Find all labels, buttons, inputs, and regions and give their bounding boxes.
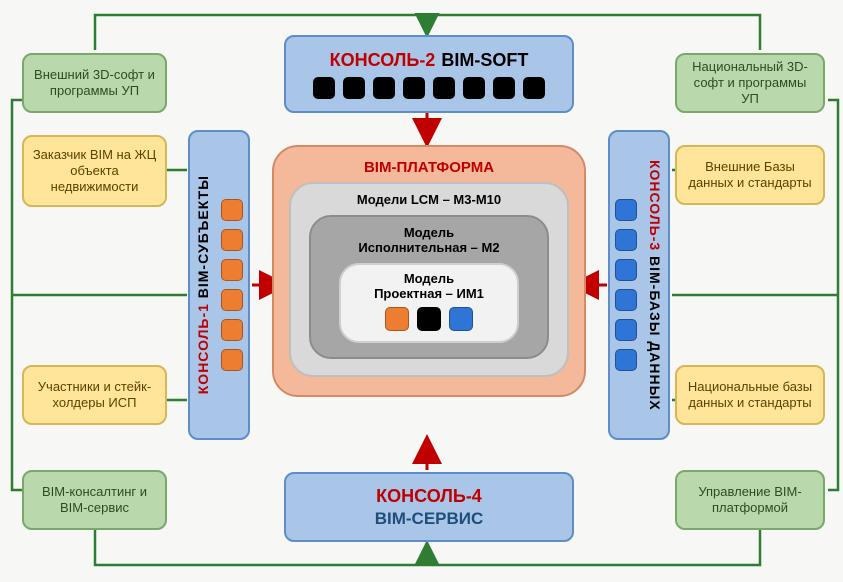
square-icon	[433, 77, 455, 99]
square-icon	[615, 229, 637, 251]
square-icon	[373, 77, 395, 99]
square-icon	[615, 349, 637, 371]
platform-title: BIM-ПЛАТФОРМА	[364, 159, 494, 176]
square-icon	[221, 349, 243, 371]
manage-platform-box: Управление BIM-платформой	[675, 470, 825, 530]
bim-consulting-box: BIM-консалтинг и BIM-сервис	[22, 470, 167, 530]
square-icon	[221, 259, 243, 281]
square-icon	[493, 77, 515, 99]
square-icon	[523, 77, 545, 99]
console-2-title: КОНСОЛЬ-2 BIM-SOFT	[330, 50, 529, 71]
console-3-title: КОНСОЛЬ-3 BIM-БАЗЫ ДАННЫХ	[647, 160, 663, 411]
ext-3d-soft-box: Внешний 3D-софт и программы УП	[22, 53, 167, 113]
m1-squares	[385, 307, 473, 331]
national-3d-soft-box: Национальный 3D-софт и программы УП	[675, 53, 825, 113]
customer-bim-box: Заказчик BIM на ЖЦ объекта недвижимости	[22, 135, 167, 207]
console-4-label-red: КОНСОЛЬ-4	[376, 486, 482, 507]
square-icon	[343, 77, 365, 99]
console-2-label-rest: BIM-SOFT	[441, 50, 528, 71]
m2-layer: Модель Исполнительная – М2 Модель Проект…	[309, 215, 549, 359]
square-icon	[221, 319, 243, 341]
console-3-squares	[615, 199, 637, 371]
square-icon	[221, 229, 243, 251]
console-1-title: КОНСОЛЬ-1 BIM-СУБЪЕКТЫ	[195, 175, 211, 394]
square-icon	[221, 289, 243, 311]
square-icon	[221, 199, 243, 221]
national-db-box: Национальные базы данных и стандарты	[675, 365, 825, 425]
console-2-panel: КОНСОЛЬ-2 BIM-SOFT	[284, 35, 574, 113]
square-icon	[449, 307, 473, 331]
m1-line1: Модель	[404, 271, 454, 286]
m1-layer: Модель Проектная – ИМ1	[339, 263, 519, 343]
m1-line2: Проектная – ИМ1	[374, 286, 484, 301]
console-1-label-red: КОНСОЛЬ-1	[195, 303, 211, 394]
console-4-label-rest: BIM-СЕРВИС	[375, 509, 484, 529]
ext-db-box: Внешние Базы данных и стандарты	[675, 145, 825, 205]
console-4-panel: КОНСОЛЬ-4 BIM-СЕРВИС	[284, 472, 574, 542]
lcm-layer: Модели LCM – М3-М10 Модель Исполнительна…	[289, 182, 569, 377]
m2-line1: Модель	[404, 225, 454, 240]
bim-platform: BIM-ПЛАТФОРМА Модели LCM – М3-М10 Модель…	[272, 145, 586, 397]
square-icon	[615, 199, 637, 221]
square-icon	[385, 307, 409, 331]
square-icon	[403, 77, 425, 99]
square-icon	[463, 77, 485, 99]
console-2-squares	[313, 77, 545, 99]
stakeholders-box: Участники и стейк-холдеры ИСП	[22, 365, 167, 425]
console-3-label-red: КОНСОЛЬ-3	[647, 160, 663, 251]
console-1-label-rest: BIM-СУБЪЕКТЫ	[195, 175, 211, 298]
square-icon	[313, 77, 335, 99]
console-2-label-red: КОНСОЛЬ-2	[330, 50, 436, 71]
square-icon	[417, 307, 441, 331]
console-3-label-rest: BIM-БАЗЫ ДАННЫХ	[647, 256, 663, 411]
lcm-label: Модели LCM – М3-М10	[357, 192, 501, 207]
console-3-panel: КОНСОЛЬ-3 BIM-БАЗЫ ДАННЫХ	[608, 130, 670, 440]
square-icon	[615, 259, 637, 281]
console-1-panel: КОНСОЛЬ-1 BIM-СУБЪЕКТЫ	[188, 130, 250, 440]
console-1-squares	[221, 199, 243, 371]
square-icon	[615, 319, 637, 341]
m2-line2: Исполнительная – М2	[358, 240, 499, 255]
square-icon	[615, 289, 637, 311]
